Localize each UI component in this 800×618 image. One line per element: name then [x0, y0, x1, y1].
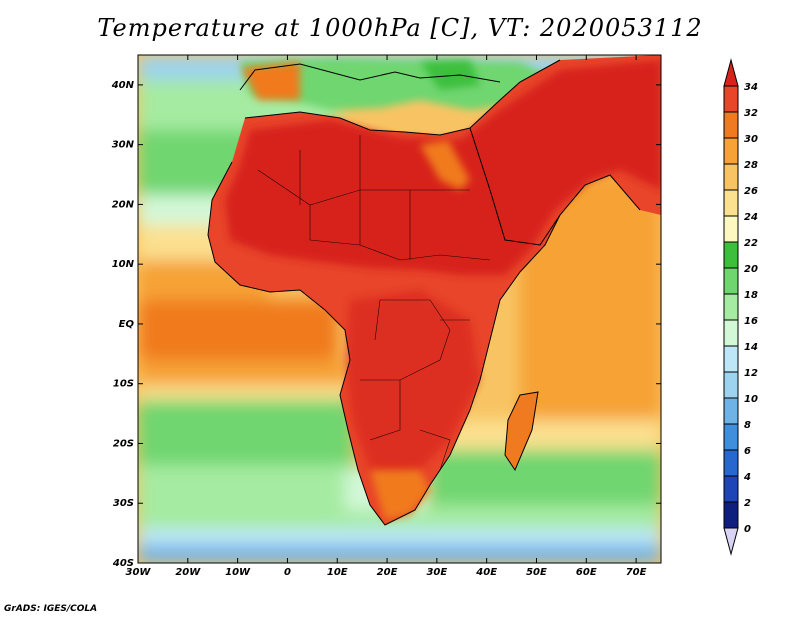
colorbar-segment	[723, 319, 739, 347]
colorbar-top-arrow	[723, 58, 739, 87]
colorbar-segment	[723, 371, 739, 399]
lon-label: 30E	[426, 567, 447, 578]
lat-label: 10N	[112, 259, 135, 270]
lon-label: 20W	[175, 567, 201, 578]
colorbar-label: 32	[744, 108, 758, 119]
colorbar-label: 2	[744, 498, 751, 509]
lon-label: 10W	[225, 567, 251, 578]
coastlines	[207, 59, 641, 526]
colorbar-label: 16	[744, 316, 758, 327]
lat-label: 10S	[113, 379, 134, 390]
colorbar-segment	[723, 267, 739, 295]
colorbar-segment	[723, 111, 739, 139]
colorbar-label: 22	[744, 238, 758, 249]
lon-label: 20E	[377, 567, 398, 578]
lon-label: 70E	[626, 567, 647, 578]
colorbar-label: 20	[744, 264, 758, 275]
colorbar-segment	[723, 241, 739, 269]
colorbar-segment	[723, 189, 739, 217]
colorbar-label: 14	[744, 342, 758, 353]
latitude-axis: 40N 30N 20N 10N EQ 10S 20S 30S 40S	[111, 80, 661, 569]
colorbar-segment	[723, 85, 739, 113]
colorbar-label: 18	[744, 290, 758, 301]
lon-label: 0	[284, 567, 291, 578]
colorbar-label: 8	[744, 420, 751, 431]
colorbar-segment	[723, 163, 739, 191]
lat-label: 40N	[111, 80, 135, 91]
colorbar-segment	[723, 293, 739, 321]
colorbar-segment	[723, 501, 739, 529]
colorbar-segment	[723, 449, 739, 477]
colorbar-segment	[723, 215, 739, 243]
colorbar-label: 34	[744, 82, 758, 93]
temperature-field	[138, 55, 661, 563]
lon-label: 60E	[576, 567, 597, 578]
lon-label: 30W	[126, 567, 152, 578]
colorbar-segment	[723, 345, 739, 373]
lat-label: 30N	[112, 140, 135, 151]
grads-credit: GrADS: IGES/COLA	[4, 604, 98, 614]
colorbar-segment	[723, 397, 739, 425]
colorbar-segment	[723, 137, 739, 165]
lon-label: 50E	[526, 567, 547, 578]
colorbar-label: 10	[744, 394, 758, 405]
colorbar-label: 28	[744, 160, 758, 171]
colorbar-label: 30	[744, 134, 758, 145]
borders	[257, 135, 491, 471]
lat-label: 40S	[112, 558, 134, 569]
colorbar-label: 12	[744, 368, 758, 379]
lat-label: 20S	[113, 438, 134, 449]
colorbar-bottom-arrow	[723, 527, 739, 556]
colorbar-label: 4	[743, 472, 751, 483]
colorbar-label: 26	[744, 186, 758, 197]
colorbar-segment	[723, 475, 739, 503]
longitude-axis: 30W 20W 10W 0 10E 20E 30E 40E 50E 60E 70E	[126, 55, 647, 578]
lon-label: 40E	[475, 567, 497, 578]
colorbar-label: 24	[744, 212, 758, 223]
colorbar-label: 6	[744, 446, 751, 457]
map-title: Temperature at 1000hPa [C], VT: 20200531…	[97, 14, 703, 42]
colorbar-label: 0	[744, 524, 751, 535]
colorbar-segment	[723, 423, 739, 451]
lon-label: 10E	[327, 567, 348, 578]
lat-label: 20N	[112, 199, 135, 210]
lat-label: EQ	[119, 319, 135, 330]
lat-label: 30S	[113, 498, 134, 509]
